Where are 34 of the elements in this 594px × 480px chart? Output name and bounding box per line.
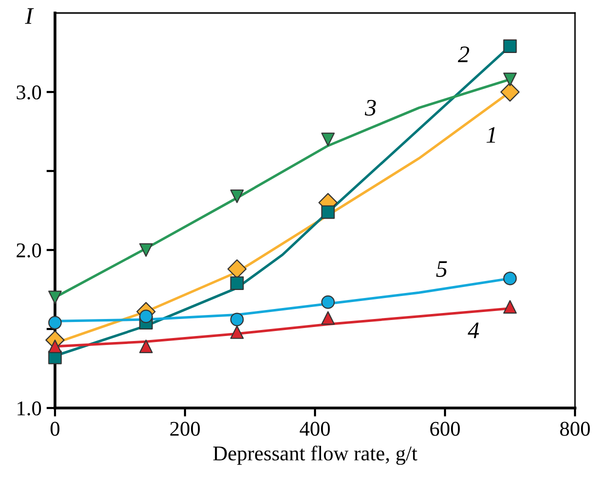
series-label: 4 xyxy=(468,322,479,338)
y-tick-label: 3.0 xyxy=(16,85,42,100)
point xyxy=(500,82,520,102)
y-tick-label: 1.0 xyxy=(18,401,42,416)
y-tick-label: 2.0 xyxy=(16,243,42,258)
point xyxy=(321,295,335,309)
series-label: 3 xyxy=(364,100,376,116)
point xyxy=(230,190,244,204)
point xyxy=(230,276,244,290)
x-tick-label: 600 xyxy=(430,422,460,436)
point xyxy=(139,243,153,257)
point xyxy=(139,340,153,354)
series-label: 1 xyxy=(486,127,495,143)
x-tick-label: 400 xyxy=(300,422,330,436)
x-tick-label: 0 xyxy=(50,422,60,436)
y-axis-title: I xyxy=(24,8,34,24)
point xyxy=(503,39,517,53)
x-tick-label: 800 xyxy=(560,422,590,436)
point xyxy=(321,205,335,219)
point xyxy=(48,290,62,304)
point xyxy=(48,316,62,330)
point xyxy=(48,340,62,354)
x-axis-title: Depressant flow rate, g/t xyxy=(213,446,418,465)
point xyxy=(139,310,153,324)
point xyxy=(230,325,244,339)
point xyxy=(503,72,517,86)
x-tick-label: 200 xyxy=(170,422,200,436)
point xyxy=(503,272,517,286)
point xyxy=(321,311,335,325)
series-label: 5 xyxy=(436,261,447,277)
point xyxy=(503,300,517,314)
point xyxy=(321,132,335,146)
series-label: 2 xyxy=(458,46,470,62)
point xyxy=(230,312,244,326)
